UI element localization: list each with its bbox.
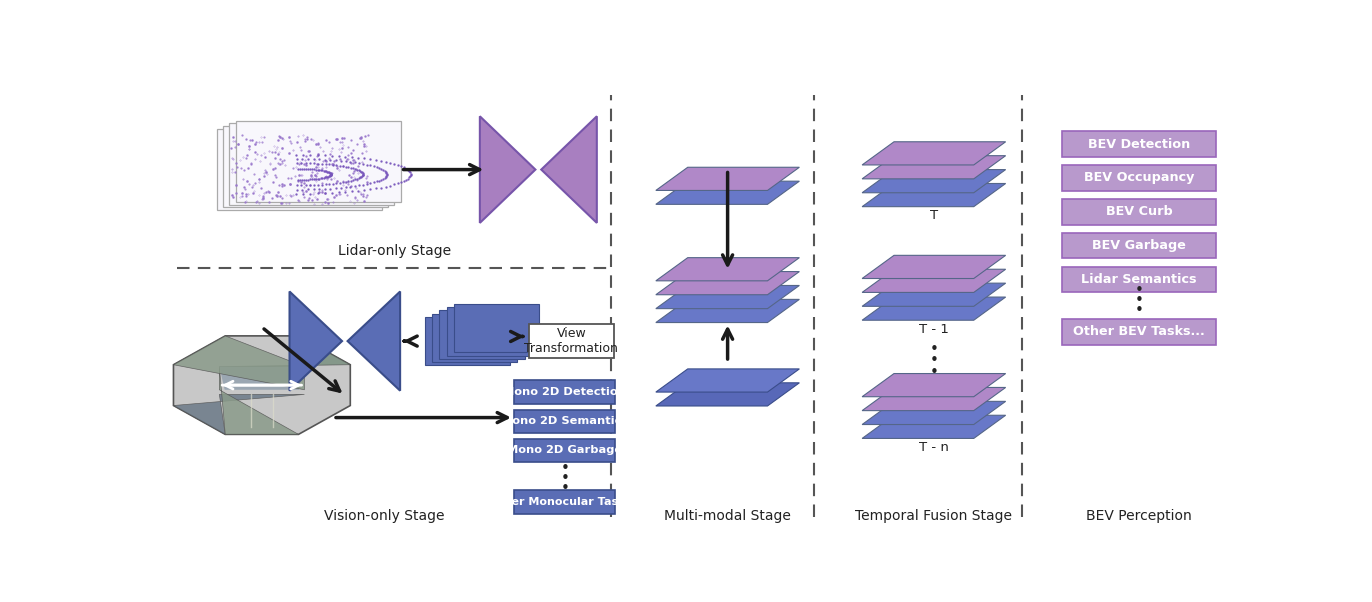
FancyBboxPatch shape <box>424 317 509 365</box>
Polygon shape <box>862 142 1006 165</box>
Text: Lidar Semantics: Lidar Semantics <box>1081 273 1196 286</box>
Text: •: • <box>1135 282 1143 297</box>
Polygon shape <box>656 258 800 281</box>
Polygon shape <box>289 291 342 391</box>
FancyBboxPatch shape <box>1062 165 1216 191</box>
FancyBboxPatch shape <box>1062 131 1216 157</box>
Polygon shape <box>173 336 350 435</box>
FancyBboxPatch shape <box>1062 199 1216 225</box>
FancyBboxPatch shape <box>514 380 616 404</box>
Text: Multi-modal Stage: Multi-modal Stage <box>664 509 792 523</box>
Text: •: • <box>929 365 938 380</box>
Text: Temporal Fusion Stage: Temporal Fusion Stage <box>855 509 1013 523</box>
Polygon shape <box>656 285 800 309</box>
FancyBboxPatch shape <box>229 123 394 205</box>
Polygon shape <box>862 373 1006 397</box>
Polygon shape <box>862 269 1006 293</box>
Text: BEV Occupancy: BEV Occupancy <box>1084 172 1194 184</box>
FancyBboxPatch shape <box>217 129 381 210</box>
Polygon shape <box>173 336 305 389</box>
Polygon shape <box>542 116 597 223</box>
Polygon shape <box>862 255 1006 279</box>
Polygon shape <box>862 402 1006 424</box>
Text: •: • <box>1135 293 1143 308</box>
Polygon shape <box>862 283 1006 306</box>
Text: BEV Perception: BEV Perception <box>1087 509 1192 523</box>
FancyBboxPatch shape <box>1062 233 1216 258</box>
Polygon shape <box>656 383 800 406</box>
Text: •: • <box>561 471 569 486</box>
Text: T: T <box>930 209 938 222</box>
Polygon shape <box>656 272 800 295</box>
Text: •: • <box>1135 303 1143 318</box>
Text: T - n: T - n <box>919 441 949 454</box>
Polygon shape <box>862 297 1006 320</box>
Polygon shape <box>220 367 299 435</box>
Polygon shape <box>347 291 401 391</box>
Polygon shape <box>656 369 800 392</box>
Polygon shape <box>656 167 800 190</box>
Text: Lidar-only Stage: Lidar-only Stage <box>339 244 451 258</box>
FancyBboxPatch shape <box>454 304 539 352</box>
Polygon shape <box>656 181 800 204</box>
Polygon shape <box>862 388 1006 411</box>
Text: Mono 2D Detection: Mono 2D Detection <box>504 387 627 397</box>
Text: Mono 2D Semantics: Mono 2D Semantics <box>501 417 628 426</box>
FancyBboxPatch shape <box>514 439 616 462</box>
Text: View
Transformation: View Transformation <box>524 327 619 355</box>
FancyBboxPatch shape <box>528 324 613 358</box>
FancyBboxPatch shape <box>236 120 401 202</box>
Text: •: • <box>929 353 938 368</box>
Text: Mono 2D Garbage: Mono 2D Garbage <box>508 445 623 456</box>
Text: BEV Detection: BEV Detection <box>1088 138 1191 150</box>
Polygon shape <box>480 116 535 223</box>
Text: •: • <box>561 461 569 476</box>
Polygon shape <box>656 299 800 323</box>
FancyBboxPatch shape <box>224 126 388 207</box>
FancyBboxPatch shape <box>514 410 616 433</box>
Text: Vision-only Stage: Vision-only Stage <box>324 509 445 523</box>
FancyBboxPatch shape <box>439 310 524 359</box>
Polygon shape <box>862 184 1006 206</box>
Text: BEV Curb: BEV Curb <box>1106 205 1173 219</box>
Text: •: • <box>561 481 569 496</box>
FancyBboxPatch shape <box>514 491 616 514</box>
FancyBboxPatch shape <box>1062 319 1216 344</box>
Polygon shape <box>173 394 305 435</box>
Polygon shape <box>862 415 1006 438</box>
FancyBboxPatch shape <box>432 314 517 362</box>
Text: Other BEV Tasks...: Other BEV Tasks... <box>1073 325 1205 338</box>
Polygon shape <box>862 156 1006 179</box>
Polygon shape <box>862 170 1006 193</box>
Text: •: • <box>929 342 938 357</box>
Text: T - 1: T - 1 <box>919 323 949 336</box>
Polygon shape <box>220 367 305 389</box>
Text: BEV Garbage: BEV Garbage <box>1092 239 1185 252</box>
Polygon shape <box>220 336 350 367</box>
FancyBboxPatch shape <box>1062 267 1216 292</box>
Text: Other Monocular Tasks..: Other Monocular Tasks.. <box>488 497 641 507</box>
FancyBboxPatch shape <box>447 307 532 356</box>
